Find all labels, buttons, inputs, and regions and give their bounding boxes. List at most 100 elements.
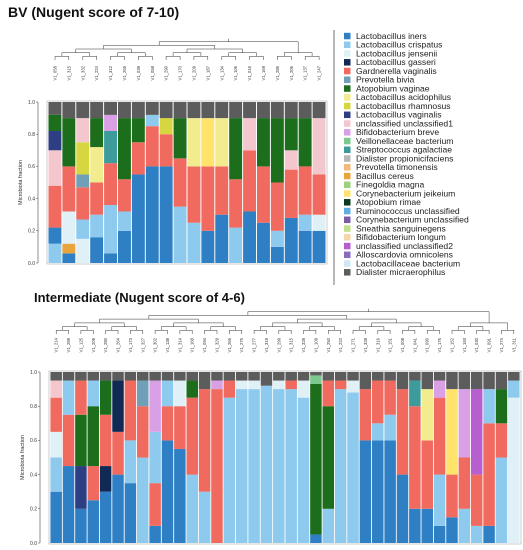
bar-segment [235,380,248,390]
sample-label: V1_058 [52,65,57,80]
legend-swatch [344,199,351,206]
sample-label: V1_247 [317,65,322,80]
bar-segment [131,102,145,119]
bar-segment [124,440,137,484]
legend-label: Lactobacillus acidophilus [356,92,451,102]
bar-segment [384,414,396,441]
bar-segment [124,372,137,381]
sample-label: V1_271 [351,337,356,352]
bar-segment [211,372,223,381]
bar-segment [145,114,159,127]
sample-label: V1_312 [108,65,113,80]
sample-label: V1_311 [511,337,516,352]
legend-swatch [344,234,351,241]
bar-segment [211,389,223,543]
bar-segment [273,389,285,543]
bar-segment [322,372,335,381]
legend-swatch [344,155,351,162]
bar-segment [359,389,372,441]
bar-segment [229,102,243,119]
dendrogram-branch [186,48,243,53]
bar-segment [104,102,118,115]
dendrogram-branch [278,330,292,334]
bar-segment [159,166,173,263]
dendrogram-branch [82,56,97,60]
bar-segment [256,222,270,263]
bar-segment [90,147,104,183]
bar-segment [48,185,62,228]
bar-segment [310,372,322,376]
legend-swatch [344,59,351,66]
legend-label: Ruminococcus unclassified [356,206,460,216]
bar-segment [198,372,211,390]
dendrogram-branch [111,326,137,331]
bar-segment [284,217,298,263]
bar-segment [284,169,298,218]
dendrogram-branch [210,326,236,331]
sample-label: V1_277 [252,337,257,352]
bar-segment [112,431,124,475]
bar-segment [396,372,409,390]
bar-segment [186,372,198,381]
bar-segment [48,227,62,244]
bar-segment [508,397,520,543]
bar-segment [229,179,243,228]
bar-segment [270,230,284,247]
dendrogram-branch [75,48,132,53]
bar-segment [62,166,76,212]
bar-segment [229,227,243,263]
bar-segment [243,102,257,119]
sample-label: V1_214 [54,337,59,352]
bar-segment [62,372,75,381]
dendrogram-branch [358,326,385,331]
bar-segment [260,372,273,386]
legend-label: Lactobacillus rhamnosus [356,101,451,111]
dendrogram-branch [304,56,320,60]
bar-segment [495,457,508,543]
bar-segment [446,474,458,518]
bar-segment [90,182,104,215]
bar-segment [62,118,76,167]
bar-segment [50,397,62,432]
bar-segment [495,389,508,424]
dendrogram-branch [161,326,187,331]
sample-label: V1_138 [165,337,170,352]
bv-chart-title: BV (Nugent score of 7-10) [8,4,179,20]
bar-segment [90,214,104,238]
legend-label: Bifidobacterium breve [356,127,439,137]
legend-swatch [344,251,351,259]
y-tick-label: 1.0 [28,100,35,106]
bar-segment [211,380,223,390]
dendrogram-branch [408,326,434,331]
bar-segment [384,440,396,543]
bar-segment [62,102,76,119]
legend-swatch [344,85,351,92]
legend-label: Lactobacillus vaginalis [356,110,442,120]
bar-segment [215,102,229,119]
sample-label: V1_176 [437,337,442,352]
bar-segment [334,380,347,390]
bar-segment [174,372,186,381]
legend-swatch [344,102,351,110]
dendrogram-branch [61,52,90,57]
legend-label: Prevotella bivia [356,75,414,85]
bar-segment [284,150,298,170]
dendrogram-branch [371,322,422,327]
bar-segment [187,166,201,223]
legend-swatch [344,242,351,250]
bar-segment [421,440,433,509]
legend-label: Atopobium vaginae [356,83,430,93]
legend-swatch [344,190,351,197]
bar-segment [149,380,161,432]
dendrogram-branch [284,52,313,57]
dendrogram-branch [158,41,299,46]
bar-segment [347,392,359,543]
bar-segment [186,474,198,543]
dendrogram-branch [377,330,391,334]
y-axis-label: Microbiota fraction [20,435,26,480]
sample-label: V1_030 [474,337,479,352]
bar-segment [312,118,326,175]
sample-label: V1_290 [164,65,169,80]
bar-segment [298,214,312,231]
y-tick-label: 0.4 [30,472,37,478]
